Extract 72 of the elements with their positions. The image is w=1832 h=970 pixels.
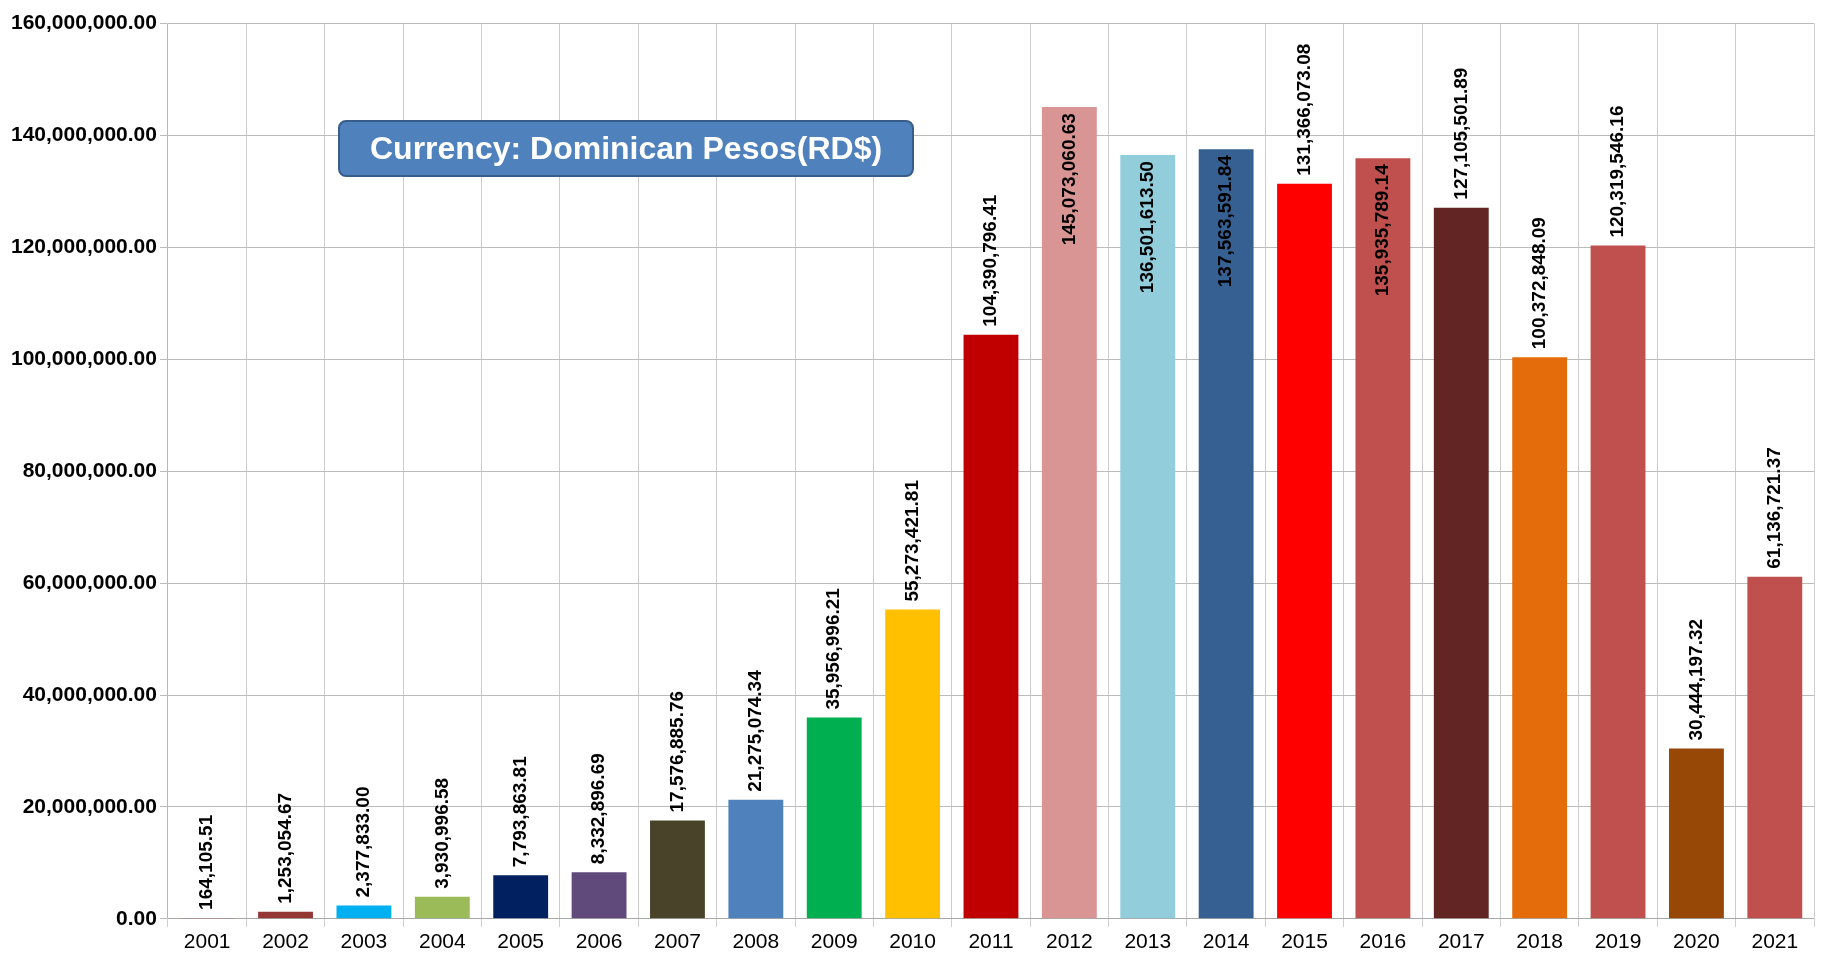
bar — [1198, 149, 1254, 919]
annotation: Currency: Dominican Pesos(RD$) — [338, 120, 915, 177]
x-tick-label: 2011 — [968, 929, 1014, 953]
bar — [1668, 748, 1724, 919]
x-tick-label: 2003 — [340, 929, 388, 953]
y-tick-label: 40,000,000.00 — [22, 681, 157, 705]
bar — [650, 820, 705, 919]
data-label: 120,319,546.16 — [1606, 105, 1628, 238]
data-label: 164,105.51 — [195, 814, 217, 910]
data-label: 21,275,074.34 — [744, 669, 766, 792]
data-label: 55,273,421.81 — [900, 479, 922, 602]
bar — [493, 875, 549, 919]
x-tick-label: 2012 — [1046, 929, 1093, 953]
y-tick-label: 20,000,000.00 — [22, 793, 157, 817]
x-tick-label: 2014 — [1202, 929, 1250, 953]
data-label: 35,956,996.21 — [822, 587, 844, 710]
bar — [806, 717, 862, 919]
x-tick-label: 2007 — [654, 929, 701, 953]
x-tick-label: 2016 — [1359, 929, 1407, 953]
y-tick-label: 100,000,000.00 — [10, 346, 157, 370]
data-label: 137,563,591.84 — [1214, 154, 1236, 288]
bar — [728, 799, 784, 919]
x-tick-label: 2019 — [1594, 929, 1642, 953]
data-label: 127,105,501.89 — [1449, 67, 1471, 200]
bar — [1120, 155, 1176, 919]
bar — [1590, 245, 1646, 919]
x-tick-label: 2008 — [732, 929, 780, 953]
data-label: 135,935,789.14 — [1371, 163, 1393, 297]
bar — [1747, 576, 1803, 919]
bar — [1512, 357, 1568, 919]
bar — [1041, 107, 1097, 919]
bar — [571, 872, 627, 919]
y-tick-label: 0.00 — [116, 905, 157, 929]
bar — [1277, 183, 1332, 919]
x-tick-label: 2018 — [1516, 929, 1564, 953]
x-tick-label: 2015 — [1281, 929, 1328, 953]
data-label: 61,136,721.37 — [1763, 447, 1785, 569]
x-tick-label: 2006 — [575, 929, 623, 953]
data-label: 8,332,896.69 — [587, 753, 609, 865]
data-label: 7,793,863.81 — [508, 755, 530, 868]
bar — [258, 911, 313, 919]
data-label: 131,366,073.08 — [1292, 43, 1314, 176]
data-label: 104,390,796.41 — [979, 194, 1001, 327]
bar — [1355, 158, 1411, 919]
data-label: 17,576,885.76 — [665, 690, 687, 813]
x-tick-label: 2009 — [810, 929, 858, 953]
data-label: 3,930,996.58 — [430, 777, 452, 889]
x-tick-label: 2001 — [183, 929, 231, 953]
x-tick-label: 2002 — [262, 929, 309, 953]
x-tick-label: 2010 — [889, 929, 936, 953]
y-tick-label: 60,000,000.00 — [22, 569, 157, 593]
bar — [885, 609, 941, 919]
x-tick-label: 2020 — [1673, 929, 1720, 953]
data-label: 2,377,833.00 — [352, 786, 374, 898]
data-label: 30,444,197.32 — [1684, 618, 1706, 741]
y-tick-label: 120,000,000.00 — [10, 234, 157, 258]
y-tick-label: 80,000,000.00 — [22, 458, 157, 481]
x-tick-label: 2005 — [497, 929, 545, 953]
data-label: 145,073,060.63 — [1057, 113, 1079, 246]
x-tick-label: 2021 — [1751, 929, 1799, 953]
x-tick-label: 2017 — [1437, 929, 1485, 953]
data-label: 100,372,848.09 — [1527, 217, 1549, 350]
x-tick-label: 2004 — [418, 929, 466, 953]
bar — [336, 905, 392, 919]
bar — [1433, 207, 1489, 919]
x-tick-label: 2013 — [1124, 929, 1172, 953]
bar — [963, 334, 1019, 919]
bar — [414, 896, 470, 919]
y-tick-label: 160,000,000.00 — [10, 10, 157, 34]
data-label: 1,253,054.67 — [273, 792, 295, 904]
data-label: 136,501,613.50 — [1135, 161, 1157, 294]
y-tick-label: 140,000,000.00 — [10, 122, 157, 146]
